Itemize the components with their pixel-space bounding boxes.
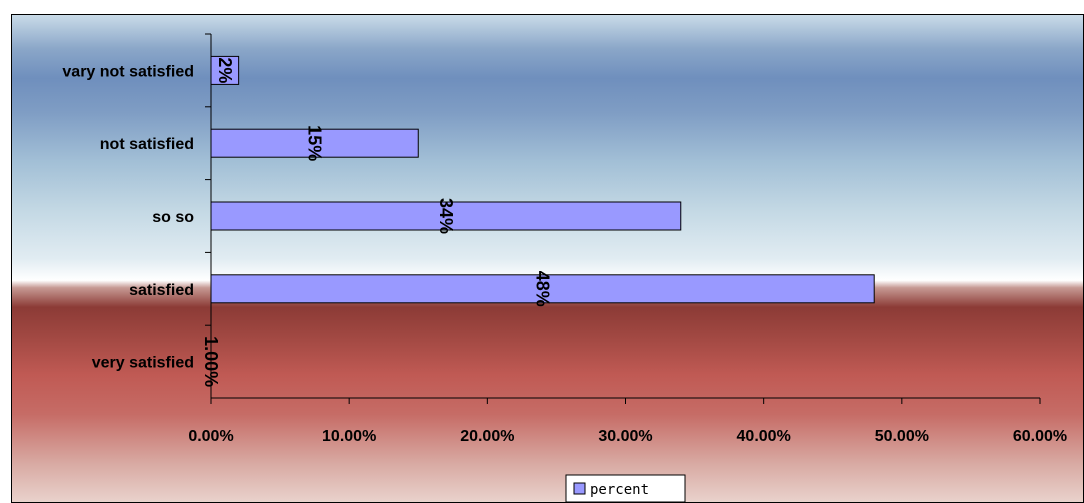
category-label-0: vary not satisfied bbox=[62, 63, 194, 80]
x-tick-label-3: 30.00% bbox=[598, 428, 652, 445]
legend-swatch bbox=[573, 482, 586, 495]
category-label-1: not satisfied bbox=[100, 136, 194, 153]
category-label-4: very satisfied bbox=[92, 355, 194, 372]
data-label-2: 34% bbox=[436, 198, 456, 234]
data-label-0: 2% bbox=[215, 57, 235, 83]
data-label-1: 15% bbox=[305, 125, 325, 161]
x-tick-label-1: 10.00% bbox=[322, 428, 376, 445]
legend-label: percent bbox=[590, 482, 649, 498]
bar-1 bbox=[210, 128, 419, 158]
category-label-3: satisfied bbox=[129, 282, 194, 299]
data-label-3: 48% bbox=[533, 271, 553, 307]
x-tick-label-2: 20.00% bbox=[460, 428, 514, 445]
chart-frame bbox=[11, 14, 1084, 503]
x-tick-label-4: 40.00% bbox=[737, 428, 791, 445]
legend-box bbox=[565, 474, 686, 503]
x-tick-label-6: 60.00% bbox=[1013, 428, 1067, 445]
bar-0 bbox=[210, 55, 240, 85]
bar-2 bbox=[210, 201, 682, 231]
category-label-2: so so bbox=[152, 209, 194, 226]
x-tick-label-5: 50.00% bbox=[875, 428, 929, 445]
x-tick-label-0: 0.00% bbox=[188, 428, 233, 445]
bar-3 bbox=[210, 274, 875, 304]
